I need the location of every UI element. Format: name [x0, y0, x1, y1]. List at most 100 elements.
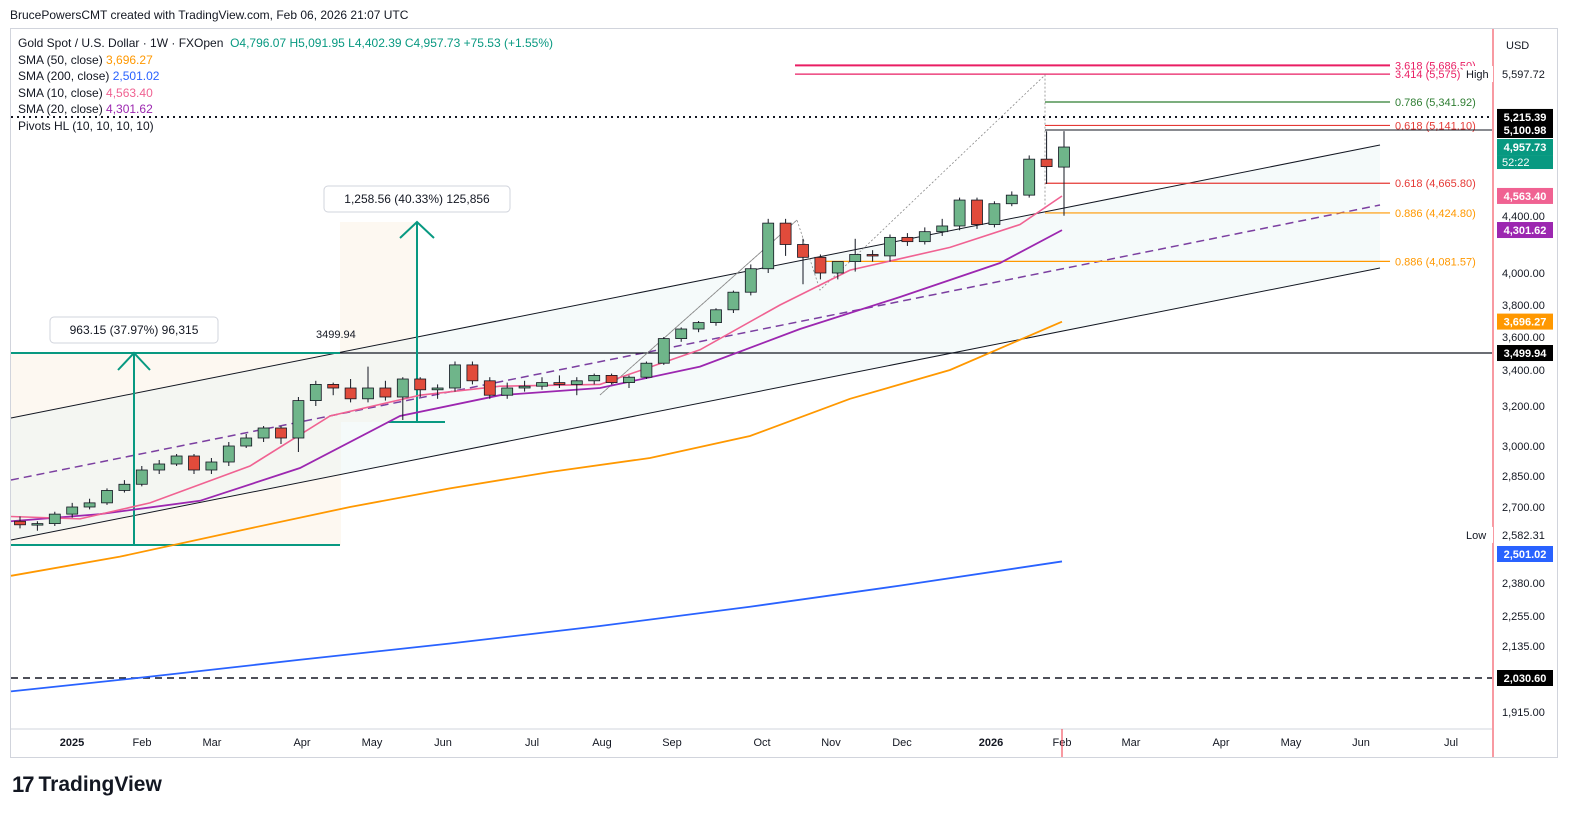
- candle-body[interactable]: [466, 364, 479, 382]
- channel-median-line: [10, 204, 1381, 481]
- time-tick: Dec: [892, 737, 912, 749]
- price-tag-5: [1497, 222, 1553, 239]
- price-tick: 4,000.00: [1502, 268, 1545, 280]
- candle-body[interactable]: [66, 506, 79, 515]
- candle-body[interactable]: [744, 268, 757, 293]
- candle-body[interactable]: [884, 236, 896, 257]
- measure-1-label: 963.15 (37.97%) 96,315: [70, 323, 199, 337]
- time-tick: 2025: [60, 737, 84, 749]
- candle-body[interactable]: [657, 338, 670, 364]
- time-tick: Apr: [293, 737, 310, 749]
- sma200-line: [10, 560, 1063, 693]
- candle-body[interactable]: [135, 469, 148, 485]
- price-tag-text-10: 2,030.60: [1504, 673, 1547, 685]
- candle-body[interactable]: [327, 383, 340, 389]
- symbol-title[interactable]: Gold Spot / U.S. Dollar · 1W · FXOpen: [18, 36, 224, 50]
- candle-body[interactable]: [623, 376, 635, 384]
- candle-body[interactable]: [901, 236, 914, 243]
- candle-body[interactable]: [640, 362, 653, 378]
- candle-body[interactable]: [849, 254, 862, 263]
- candle-body[interactable]: [483, 380, 496, 396]
- candle-body[interactable]: [692, 322, 705, 330]
- price-tag-sub-bg: [1497, 155, 1553, 170]
- candle-body[interactable]: [31, 523, 44, 526]
- candle-body[interactable]: [48, 513, 61, 525]
- channel-lower-line: [10, 267, 1381, 541]
- candle-body[interactable]: [205, 461, 218, 471]
- candle-body[interactable]: [536, 382, 548, 387]
- price-tag-text-3: 4,957.73: [1504, 142, 1547, 154]
- price-tag-4: [1497, 187, 1553, 204]
- candle-body[interactable]: [309, 383, 322, 401]
- legend-indicator-0[interactable]: SMA (50, close) 3,696.27: [18, 52, 553, 69]
- candle-body[interactable]: [518, 385, 531, 389]
- candle-body[interactable]: [14, 520, 26, 526]
- pivot-high-label: 3499.94: [316, 329, 356, 341]
- price-tag-10: [1497, 670, 1553, 686]
- candle-body[interactable]: [814, 256, 827, 274]
- currency-label: USD: [1506, 40, 1529, 52]
- candle-body[interactable]: [1040, 158, 1053, 168]
- candle-body[interactable]: [553, 382, 566, 385]
- candle-body[interactable]: [153, 463, 166, 471]
- chart-frame: [10, 28, 1558, 758]
- candle-body[interactable]: [936, 225, 949, 233]
- candle-body[interactable]: [1005, 194, 1018, 205]
- candle-body[interactable]: [118, 483, 131, 491]
- price-tick: 2,700.00: [1502, 502, 1545, 514]
- candle-body[interactable]: [971, 199, 983, 225]
- candle-body[interactable]: [257, 427, 270, 439]
- time-tick: Jul: [1444, 737, 1458, 749]
- candle-body[interactable]: [570, 380, 583, 385]
- candle-body[interactable]: [83, 502, 96, 508]
- price-tick: 3,000.00: [1502, 441, 1545, 453]
- candle-body[interactable]: [779, 222, 792, 245]
- time-tick: Jun: [434, 737, 452, 749]
- candle-body[interactable]: [1058, 146, 1070, 168]
- candle-body[interactable]: [414, 378, 427, 391]
- candle-body[interactable]: [101, 490, 113, 504]
- candle-body[interactable]: [431, 387, 444, 391]
- candle-body[interactable]: [1023, 158, 1036, 196]
- price-tick: 2,135.00: [1502, 641, 1545, 653]
- candle-body[interactable]: [222, 445, 235, 463]
- legend-indicator-3[interactable]: SMA (20, close) 4,301.62: [18, 101, 553, 118]
- candle-body[interactable]: [396, 378, 409, 398]
- legend-indicator-4[interactable]: Pivots HL (10, 10, 10, 10): [18, 118, 553, 135]
- candle-body[interactable]: [727, 291, 740, 311]
- candle-body[interactable]: [188, 455, 200, 471]
- legend-indicator-1[interactable]: SMA (200, close) 2,501.02: [18, 68, 553, 85]
- candle-body[interactable]: [953, 199, 966, 227]
- candle-body[interactable]: [831, 261, 844, 274]
- candle-body[interactable]: [449, 364, 461, 389]
- price-mark-tag-8: Low: [1466, 530, 1486, 542]
- candle-body[interactable]: [918, 231, 931, 243]
- author-note: BrucePowersCMT created with TradingView.…: [10, 8, 409, 22]
- time-tick: Sep: [662, 737, 682, 749]
- candle-body[interactable]: [866, 254, 879, 257]
- candle-body[interactable]: [501, 387, 514, 396]
- candle-body[interactable]: [588, 374, 601, 382]
- legend-indicator-2[interactable]: SMA (10, close) 4,563.40: [18, 85, 553, 102]
- candle-body[interactable]: [240, 437, 253, 447]
- candle-body[interactable]: [710, 309, 722, 323]
- tradingview-logo[interactable]: 17 TradingView: [12, 772, 162, 798]
- candle-body[interactable]: [675, 328, 688, 340]
- price-tag-2: [1497, 122, 1553, 139]
- price-tag-1: [1497, 108, 1553, 125]
- candle-body[interactable]: [275, 427, 287, 439]
- candle-body[interactable]: [797, 244, 809, 258]
- candle-body[interactable]: [988, 203, 1001, 225]
- candle-body[interactable]: [344, 387, 357, 400]
- candle-body[interactable]: [605, 374, 618, 383]
- candle-body[interactable]: [292, 400, 305, 439]
- time-tick: Nov: [821, 737, 841, 749]
- candle-body[interactable]: [170, 455, 183, 465]
- candle-body[interactable]: [379, 387, 392, 398]
- price-tag-6: [1497, 313, 1553, 330]
- time-tick: Feb: [133, 737, 152, 749]
- candle-body[interactable]: [362, 387, 374, 400]
- time-tick: Aug: [592, 737, 612, 749]
- candle-body[interactable]: [762, 222, 775, 270]
